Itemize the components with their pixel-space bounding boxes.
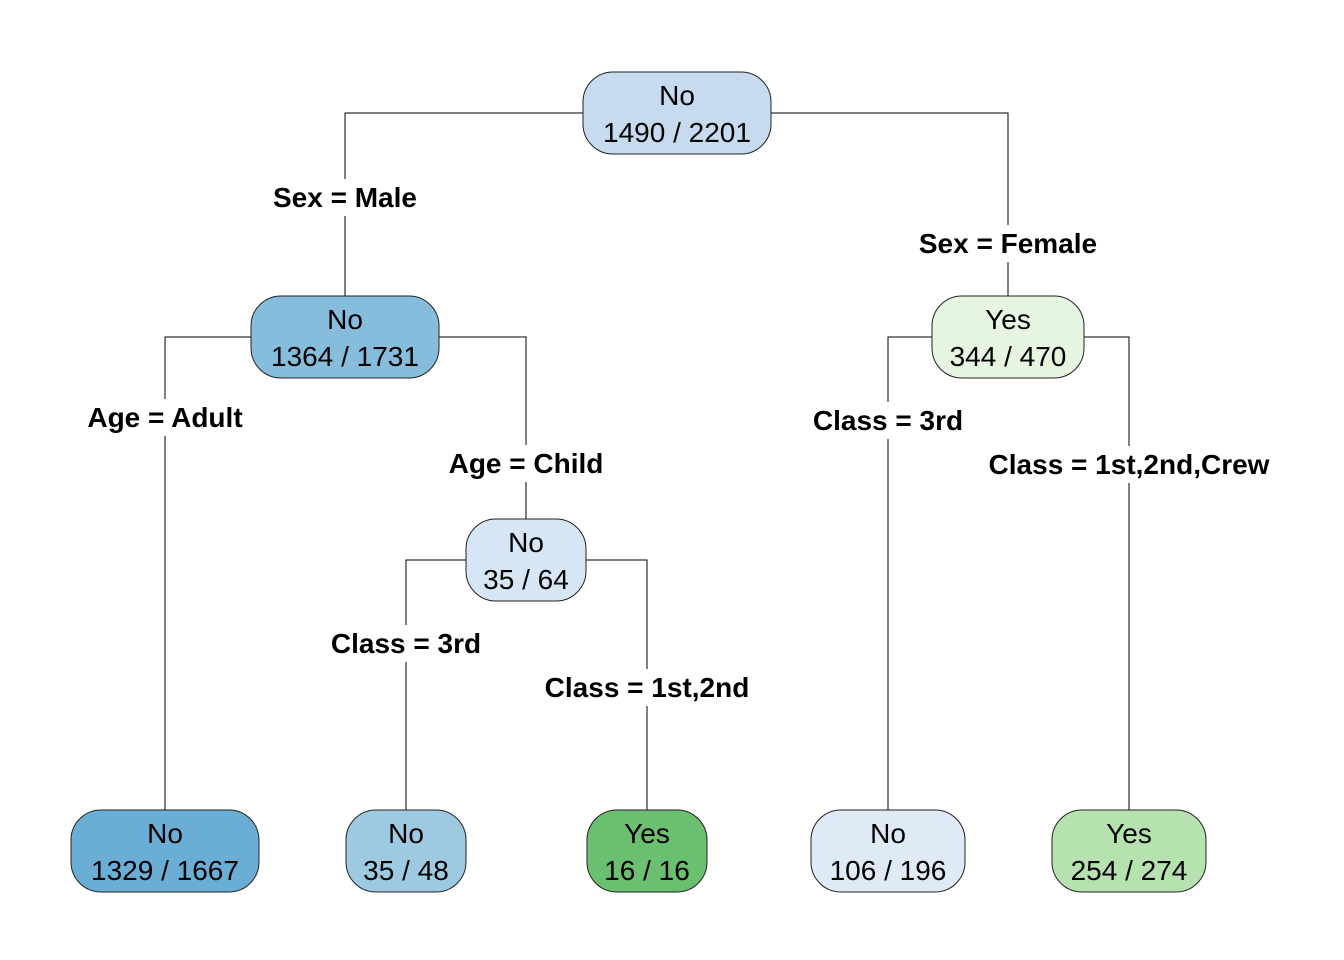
- split-label: Class = 3rd: [813, 405, 963, 436]
- split-label-background: [540, 669, 754, 706]
- tree-node-root: No 1490 / 2201: [582, 71, 772, 155]
- node-box: [70, 809, 260, 893]
- tree-node-female-upper: Yes 254 / 274: [1051, 809, 1207, 893]
- split-labels-layer: Sex = Male Sex = Female Age = Adult Age = C…: [83, 179, 1274, 706]
- node-class-label: No: [870, 818, 906, 849]
- tree-node-female-3rd: No 106 / 196: [810, 809, 966, 893]
- node-class-label: Yes: [985, 304, 1031, 335]
- split-label-background: [444, 445, 608, 482]
- split-label: Sex = Female: [919, 228, 1097, 259]
- split-label: Class = 1st,2nd,Crew: [989, 449, 1270, 480]
- node-box: [345, 809, 467, 893]
- node-count-label: 35 / 64: [483, 564, 569, 595]
- tree-node-male-child-1st2nd: Yes 16 / 16: [586, 809, 708, 893]
- node-class-label: No: [659, 80, 695, 111]
- split-label-background: [269, 179, 421, 216]
- split-label: Class = 1st,2nd: [545, 672, 750, 703]
- node-box: [582, 71, 772, 155]
- edge-female-to-female-upper: [1008, 336, 1130, 810]
- split-label: Class = 3rd: [331, 628, 481, 659]
- split-age-adult: Age = Adult: [83, 399, 247, 436]
- edge-root-to-male: [344, 112, 677, 296]
- node-box: [250, 295, 440, 379]
- node-class-label: Yes: [624, 818, 670, 849]
- node-box: [810, 809, 966, 893]
- split-class-1st2nd: Class = 1st,2nd: [540, 669, 754, 706]
- node-count-label: 16 / 16: [604, 855, 690, 886]
- node-count-label: 1364 / 1731: [271, 341, 419, 372]
- split-class-3rd-female: Class = 3rd: [808, 402, 968, 439]
- split-label: Age = Adult: [87, 402, 242, 433]
- split-label-background: [83, 399, 247, 436]
- tree-node-male-adult: No 1329 / 1667: [70, 809, 260, 893]
- node-count-label: 1329 / 1667: [91, 855, 239, 886]
- node-count-label: 344 / 470: [950, 341, 1067, 372]
- split-label-background: [326, 625, 486, 662]
- node-box: [931, 295, 1085, 379]
- split-age-child: Age = Child: [444, 445, 608, 482]
- split-class-upper: Class = 1st,2nd,Crew: [984, 446, 1274, 483]
- nodes-layer: No 1490 / 2201 No 1364 / 1731 Yes 344 / 470 No…: [70, 71, 1207, 893]
- split-label-background: [914, 225, 1102, 262]
- node-class-label: Yes: [1106, 818, 1152, 849]
- split-label-background: [808, 402, 968, 439]
- split-class-3rd-male: Class = 3rd: [326, 625, 486, 662]
- node-class-label: No: [388, 818, 424, 849]
- node-count-label: 106 / 196: [830, 855, 947, 886]
- node-count-label: 35 / 48: [363, 855, 449, 886]
- split-sex-male: Sex = Male: [269, 179, 421, 216]
- split-label: Sex = Male: [273, 182, 417, 213]
- tree-node-female: Yes 344 / 470: [931, 295, 1085, 379]
- node-class-label: No: [327, 304, 363, 335]
- split-sex-female: Sex = Female: [914, 225, 1102, 262]
- split-label: Age = Child: [449, 448, 604, 479]
- node-box: [586, 809, 708, 893]
- tree-node-male: No 1364 / 1731: [250, 295, 440, 379]
- node-box: [1051, 809, 1207, 893]
- tree-node-male-child-3rd: No 35 / 48: [345, 809, 467, 893]
- node-count-label: 254 / 274: [1071, 855, 1188, 886]
- node-count-label: 1490 / 2201: [603, 117, 751, 148]
- node-class-label: No: [147, 818, 183, 849]
- split-label-background: [984, 446, 1274, 483]
- tree-node-male-child: No 35 / 64: [465, 518, 587, 602]
- node-class-label: No: [508, 527, 544, 558]
- node-box: [465, 518, 587, 602]
